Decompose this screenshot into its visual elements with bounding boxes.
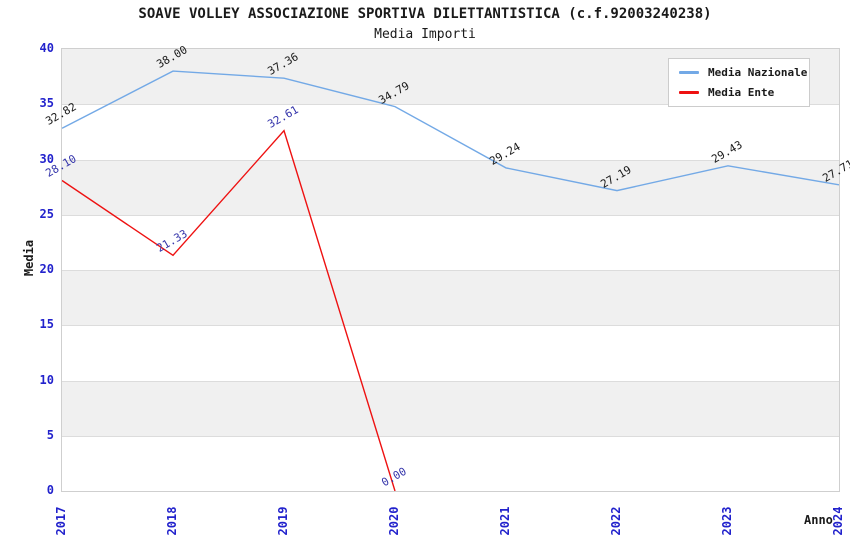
gridline	[62, 214, 839, 216]
plot-band	[62, 270, 839, 326]
gridline	[62, 325, 839, 327]
y-tick-label: 15	[39, 317, 54, 332]
x-tick-label: 2024	[831, 506, 845, 536]
legend-label-media-ente: Media Ente	[708, 86, 775, 99]
media-nazionale-line	[62, 70, 839, 192]
gridline	[62, 159, 839, 161]
legend: Media Nazionale Media Ente	[668, 58, 810, 107]
gridline	[62, 270, 839, 271]
y-tick-label: 30	[39, 151, 54, 166]
x-tick-label: 2018	[165, 506, 179, 536]
y-tick-label: 10	[39, 372, 54, 387]
x-axis-label: Anno	[804, 513, 833, 527]
legend-item-media-nazionale: Media Nazionale	[679, 66, 807, 79]
x-tick-label: 2023	[720, 506, 734, 536]
x-tick-label: 2020	[387, 506, 401, 536]
plot-band	[62, 380, 839, 436]
plot-band	[62, 104, 839, 160]
y-tick-label: 20	[39, 262, 54, 276]
gridline	[62, 435, 839, 437]
plot-area	[61, 48, 840, 492]
legend-item-media-ente: Media Ente	[679, 86, 799, 99]
y-tick-label: 40	[39, 41, 54, 55]
legend-label-media-nazionale: Media Nazionale	[708, 66, 808, 79]
y-tick-label: 35	[39, 96, 54, 111]
y-tick-label: 0	[46, 483, 54, 497]
plot-band	[62, 325, 839, 381]
x-tick-label: 2022	[609, 506, 623, 536]
y-tick-label: 25	[39, 206, 54, 221]
media-ente-line-swatch-icon	[679, 91, 699, 94]
chart-subtitle: Media Importi	[374, 27, 476, 42]
plot-band	[62, 159, 839, 215]
chart-title: SOAVE VOLLEY ASSOCIAZIONE SPORTIVA DILET…	[138, 6, 712, 22]
x-tick-label: 2021	[498, 506, 512, 536]
gridline	[62, 380, 839, 382]
media-ente-line	[62, 129, 396, 491]
series-lines	[62, 70, 839, 491]
y-tick-label: 5	[46, 427, 54, 442]
plot-band	[62, 214, 839, 270]
x-tick-label: 2019	[276, 506, 290, 536]
x-tick-label: 2017	[54, 506, 68, 536]
plot-band	[62, 435, 839, 491]
gridline	[62, 104, 839, 106]
media-nazionale-line-swatch-icon	[679, 71, 699, 74]
